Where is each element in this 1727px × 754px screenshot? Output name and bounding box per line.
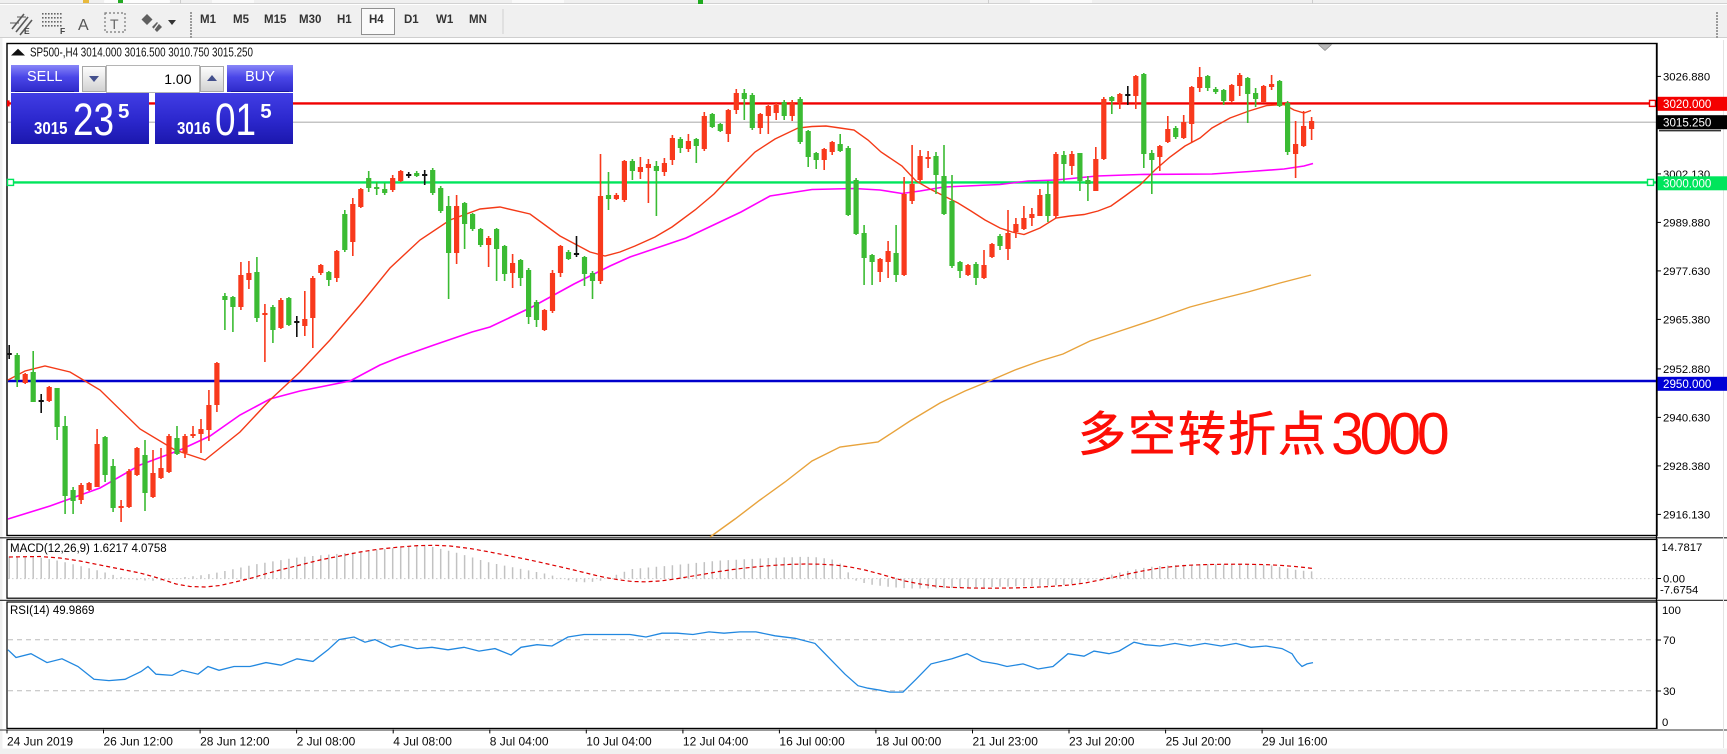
svg-text:F: F (60, 26, 65, 36)
svg-text:18 Jul 00:00: 18 Jul 00:00 (876, 735, 942, 749)
svg-text:100: 100 (1662, 605, 1681, 617)
svg-text:24 Jun 2019: 24 Jun 2019 (7, 735, 73, 749)
svg-text:12 Jul 04:00: 12 Jul 04:00 (683, 735, 749, 749)
svg-text:3026.880: 3026.880 (1663, 71, 1710, 83)
svg-text:2928.380: 2928.380 (1663, 461, 1710, 473)
svg-text:A: A (78, 17, 89, 34)
svg-text:RSI(14) 49.9869: RSI(14) 49.9869 (10, 605, 94, 617)
svg-text:10 Jul 04:00: 10 Jul 04:00 (586, 735, 652, 749)
svg-text:2952.880: 2952.880 (1663, 364, 1710, 376)
svg-text:3000.000: 3000.000 (1663, 178, 1711, 191)
svg-text:SP500-,H4 3014.000 3016.500 3: SP500-,H4 3014.000 3016.500 3010.750 301… (30, 46, 253, 60)
svg-text:3000: 3000 (1331, 401, 1448, 467)
svg-text:16 Jul 00:00: 16 Jul 00:00 (779, 735, 845, 749)
svg-text:-7.6754: -7.6754 (1660, 585, 1698, 597)
svg-text:25 Jul 20:00: 25 Jul 20:00 (1166, 735, 1232, 749)
svg-text:MACD(12,26,9) 1.6217 4.0758: MACD(12,26,9) 1.6217 4.0758 (10, 543, 167, 555)
svg-text:30: 30 (1663, 686, 1676, 698)
svg-text:0: 0 (1662, 717, 1668, 729)
svg-text:2965.380: 2965.380 (1663, 314, 1710, 326)
svg-text:2950.000: 2950.000 (1663, 378, 1711, 391)
svg-text:2916.130: 2916.130 (1663, 509, 1710, 521)
svg-text:0.00: 0.00 (1663, 574, 1685, 586)
svg-text:2989.880: 2989.880 (1663, 217, 1710, 229)
svg-text:2977.630: 2977.630 (1663, 266, 1710, 278)
svg-text:8 Jul 04:00: 8 Jul 04:00 (490, 735, 549, 749)
svg-text:3015.250: 3015.250 (1663, 116, 1711, 129)
svg-text:2 Jul 08:00: 2 Jul 08:00 (297, 735, 356, 749)
svg-text:70: 70 (1663, 635, 1676, 647)
svg-text:26 Jun 12:00: 26 Jun 12:00 (104, 735, 174, 749)
svg-text:29 Jul 16:00: 29 Jul 16:00 (1262, 735, 1328, 749)
svg-text:3020.000: 3020.000 (1663, 98, 1711, 111)
svg-text:21 Jul 23:00: 21 Jul 23:00 (973, 735, 1039, 749)
svg-text:14.7817: 14.7817 (1662, 542, 1703, 554)
svg-text:28 Jun 12:00: 28 Jun 12:00 (200, 735, 270, 749)
svg-text:4 Jul 08:00: 4 Jul 08:00 (393, 735, 452, 749)
svg-text:T: T (110, 16, 119, 32)
svg-text:23 Jul 20:00: 23 Jul 20:00 (1069, 735, 1135, 749)
svg-text:E: E (24, 26, 30, 36)
svg-text:2940.630: 2940.630 (1663, 412, 1710, 424)
